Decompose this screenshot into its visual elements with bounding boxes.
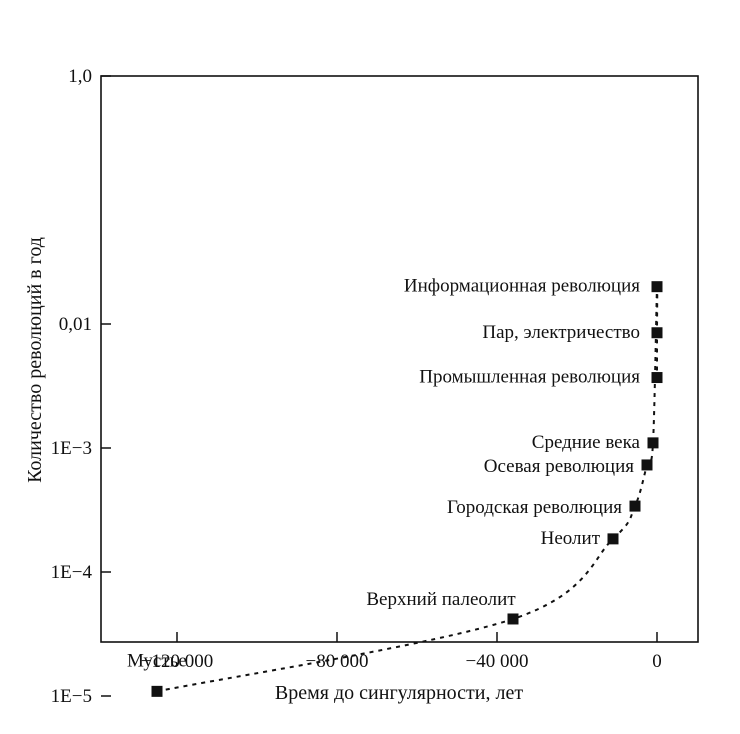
- y-axis-ticks: 1,0 0,01 1E−3 1E−4 1E−5: [51, 66, 111, 707]
- point-label: Информационная революция: [404, 276, 640, 297]
- point-label: Средние века: [532, 432, 641, 453]
- x-tick-label: 0: [652, 651, 662, 672]
- x-tick-label: −40 000: [466, 651, 529, 672]
- y-tick-label: 1E−4: [51, 562, 93, 583]
- data-point: [651, 372, 663, 384]
- y-tick-label: 0,01: [59, 314, 92, 335]
- point-label: Промышленная революция: [419, 367, 640, 388]
- y-tick-label: 1E−3: [51, 438, 92, 459]
- plot-frame: [100, 75, 699, 643]
- point-label: Пар, электричество: [482, 322, 640, 343]
- point-label: Городская революция: [447, 497, 622, 518]
- point-label: Мустье: [127, 650, 187, 671]
- data-point: [651, 281, 663, 293]
- y-tick-label: 1,0: [68, 66, 92, 87]
- data-point: [641, 459, 653, 471]
- x-tick-label: −80 000: [306, 651, 369, 672]
- data-points: Информационная революция Пар, электричест…: [127, 276, 663, 697]
- data-point: [629, 500, 641, 512]
- trend-line: [156, 281, 659, 693]
- point-label: Осевая революция: [484, 456, 634, 477]
- y-tick-label: 1E−5: [51, 686, 92, 707]
- data-point: [647, 437, 659, 449]
- x-tick-label: −120 000: [141, 651, 213, 672]
- x-axis-title: Время до сингулярности, лет: [275, 682, 523, 704]
- point-label: Верхний палеолит: [366, 589, 516, 610]
- data-point: [651, 327, 663, 339]
- data-point: [507, 613, 519, 625]
- data-point: [607, 533, 619, 545]
- y-axis-title: Количество революций в год: [24, 237, 46, 483]
- point-label: Неолит: [541, 528, 601, 549]
- data-point: [151, 685, 163, 697]
- x-axis-ticks: −120 000 −80 000 −40 000 0: [141, 632, 662, 672]
